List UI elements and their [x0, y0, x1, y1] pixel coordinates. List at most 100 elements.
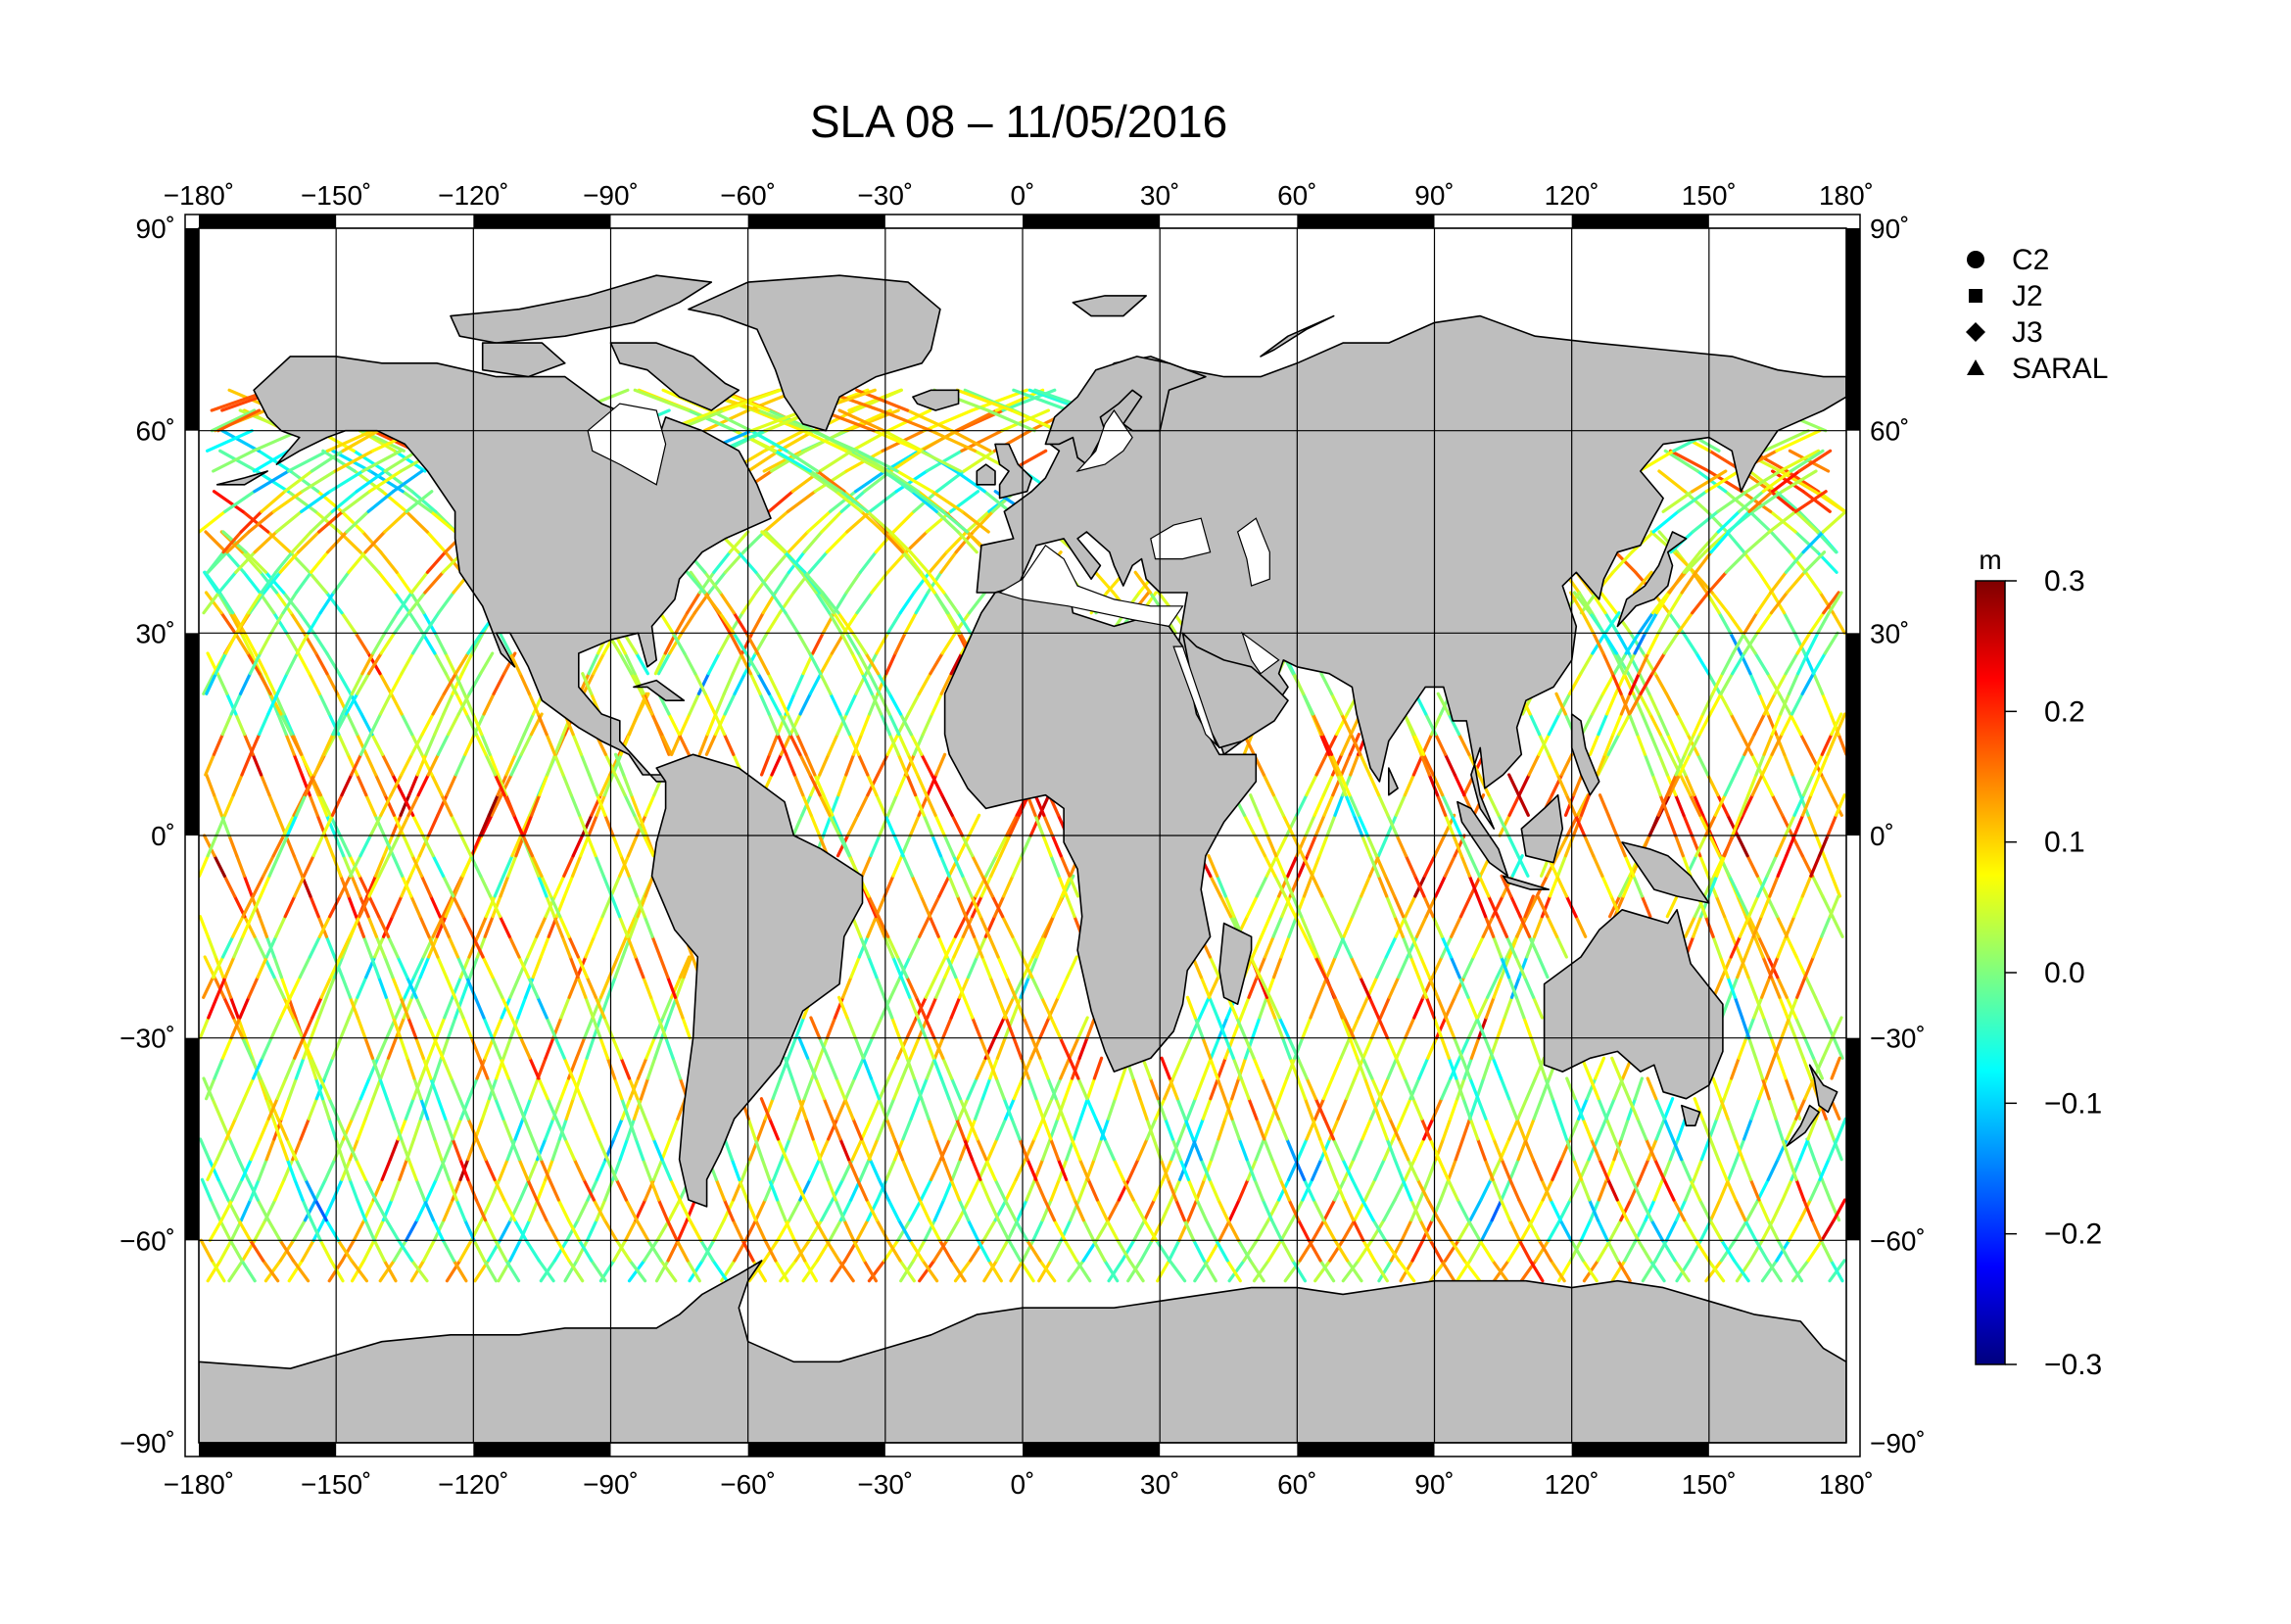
- track-segment: [1392, 894, 1406, 919]
- track-segment: [1640, 1198, 1653, 1222]
- colorbar-tick-label: 0.1: [2044, 827, 2085, 859]
- track-segment: [975, 934, 988, 959]
- track-segment: [1403, 1076, 1415, 1101]
- track-segment: [267, 854, 280, 878]
- track-segment: [567, 1259, 585, 1283]
- frame-segment: [1846, 1037, 1860, 1241]
- track-segment: [714, 692, 726, 716]
- track-segment: [288, 976, 302, 999]
- track-segment: [634, 955, 645, 979]
- track-segment: [988, 976, 1000, 999]
- track-segment: [1684, 915, 1697, 938]
- track-segment: [1730, 1056, 1741, 1080]
- track-segment: [387, 834, 401, 858]
- track-segment: [398, 1158, 408, 1181]
- track-segment: [1774, 1117, 1785, 1141]
- lon-tick-label: 30˚: [1140, 1469, 1179, 1500]
- track-segment: [1682, 550, 1702, 574]
- track-segment: [1321, 1076, 1334, 1101]
- track-segment: [875, 631, 890, 655]
- track-segment: [1182, 1218, 1196, 1242]
- track-segment: [974, 1097, 984, 1121]
- track-segment: [867, 1137, 880, 1162]
- track-segment: [1614, 834, 1627, 858]
- land-sri-lanka: [1388, 767, 1399, 796]
- track-segment: [1360, 1056, 1374, 1080]
- track-segment: [1604, 1117, 1617, 1141]
- track-segment: [1623, 651, 1637, 676]
- track-segment: [1623, 854, 1636, 878]
- track-segment: [260, 570, 278, 595]
- track-segment: [309, 509, 334, 534]
- track-segment: [1585, 1076, 1598, 1101]
- track-segment: [982, 1259, 999, 1283]
- track-segment: [443, 1137, 454, 1162]
- track-segment: [755, 651, 771, 676]
- track-segment: [239, 672, 252, 695]
- track-segment: [1034, 1097, 1045, 1121]
- track-segment: [1370, 1076, 1383, 1101]
- track-segment: [1028, 813, 1042, 837]
- track-segment: [279, 995, 292, 1020]
- track-segment: [585, 976, 597, 999]
- track-segment: [385, 1218, 401, 1242]
- lon-tick-label: 0˚: [1011, 180, 1035, 211]
- track-segment: [1325, 955, 1337, 979]
- track-segment: [1005, 813, 1019, 837]
- legend-label: C2: [2012, 244, 2049, 276]
- track-segment: [1803, 955, 1815, 979]
- track-segment: [1790, 773, 1802, 797]
- track-segment: [316, 793, 329, 817]
- track-segment: [1360, 1198, 1375, 1222]
- track-segment: [206, 1259, 222, 1283]
- track-segment: [1216, 1056, 1227, 1080]
- track-segment: [598, 976, 611, 999]
- track-segment: [1020, 834, 1033, 858]
- track-segment: [1798, 1198, 1813, 1222]
- track-segment: [1483, 915, 1496, 938]
- track-segment: [1440, 1076, 1453, 1101]
- track-segment: [1658, 733, 1673, 756]
- track-segment: [1752, 712, 1767, 737]
- track-segment: [1654, 1117, 1667, 1141]
- track-segment: [1785, 934, 1798, 959]
- track-segment: [978, 1036, 990, 1060]
- track-segment: [804, 752, 817, 777]
- track-segment: [1063, 1238, 1078, 1263]
- track-segment: [947, 1097, 959, 1121]
- track-segment: [1592, 854, 1604, 878]
- track-segment: [1598, 1158, 1610, 1181]
- track-segment: [966, 955, 979, 979]
- track-segment: [382, 1259, 398, 1283]
- track-segment: [1357, 995, 1369, 1020]
- track-segment: [819, 651, 835, 676]
- track-segment: [309, 894, 320, 919]
- track-segment: [241, 894, 255, 919]
- track-segment: [488, 752, 501, 777]
- track-segment: [1459, 854, 1471, 878]
- track-segment: [321, 733, 335, 756]
- track-segment: [1106, 1198, 1122, 1222]
- track-segment: [290, 530, 312, 554]
- track-segment: [544, 1117, 555, 1141]
- track-segment: [1700, 813, 1713, 837]
- track-segment: [1621, 874, 1635, 898]
- track-segment: [932, 1238, 949, 1263]
- track-segment: [253, 530, 278, 554]
- land-madagascar: [1218, 922, 1253, 1005]
- track-segment: [1715, 854, 1727, 878]
- track-segment: [1076, 1177, 1089, 1202]
- track-segment: [970, 894, 982, 919]
- track-segment: [247, 509, 275, 534]
- track-segment: [891, 509, 916, 534]
- track-segment: [1514, 995, 1526, 1020]
- track-segment: [1589, 1137, 1601, 1162]
- track-segment: [740, 591, 758, 615]
- track-segment: [299, 1117, 310, 1141]
- track-segment: [1680, 570, 1697, 595]
- track-segment: [1601, 631, 1619, 655]
- track-segment: [352, 1218, 366, 1242]
- lat-tick-label: −90˚: [1870, 1428, 1926, 1458]
- track-segment: [444, 894, 456, 919]
- track-segment: [1820, 1177, 1833, 1202]
